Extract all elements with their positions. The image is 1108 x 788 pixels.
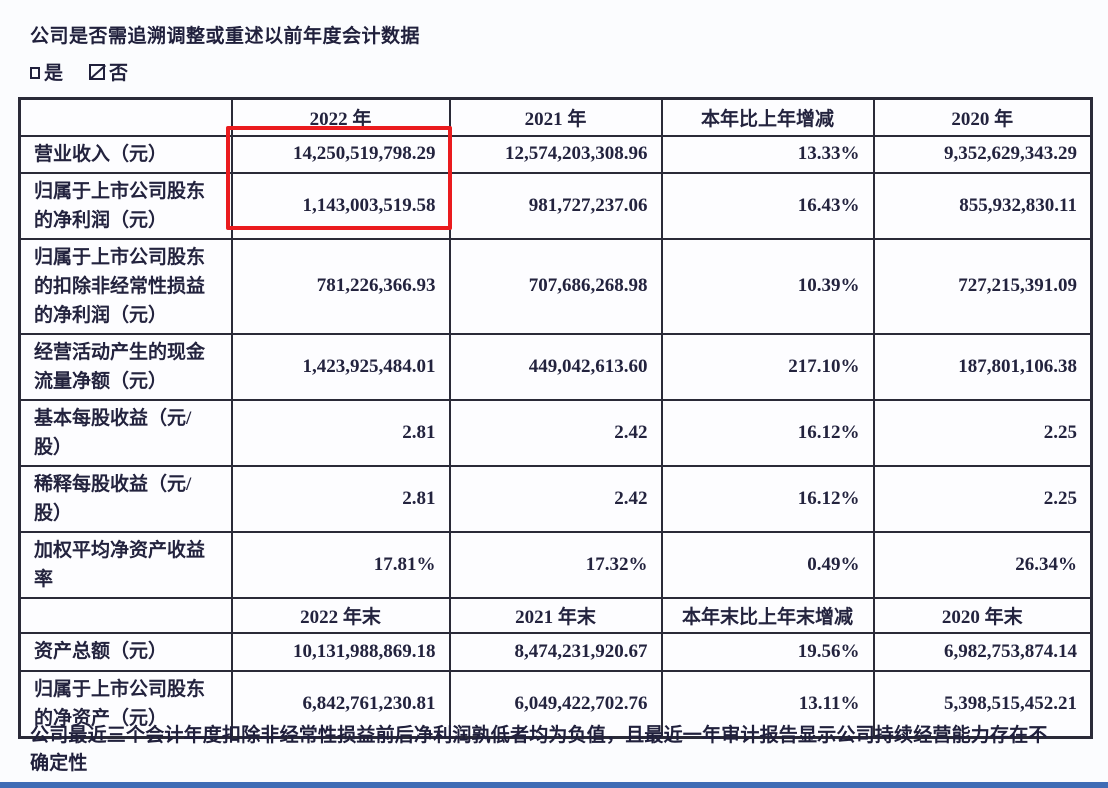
row-label-cell: 营业收入（元） — [18, 134, 233, 174]
header-2020-yearend: 2020 年末 — [872, 596, 1093, 634]
value-2022-cell: 2.81 — [230, 464, 451, 533]
row-label-cell: 归属于上市公司股东的扣除非经常性损益的净利润（元） — [18, 237, 233, 335]
row-net-profit: 归属于上市公司股东的净利润（元） 1,143,003,519.58 981,72… — [18, 171, 1093, 240]
value-2022-cell: 1,143,003,519.58 — [230, 171, 451, 240]
value-2020-cell: 187,801,106.38 — [872, 332, 1093, 401]
value-2020-cell: 727,215,391.09 — [872, 237, 1093, 335]
yes-checkbox-unchecked-icon — [30, 66, 40, 79]
change-cell: 16.12% — [660, 464, 875, 533]
value-2021-cell: 6,049,422,702.76 — [448, 669, 663, 738]
header-yoy-change: 本年比上年增减 — [660, 97, 875, 137]
value-2021-cell: 981,727,237.06 — [448, 171, 663, 240]
change-cell: 16.12% — [660, 398, 875, 467]
header-empty-cell — [18, 596, 233, 634]
row-label-cell: 资产总额（元） — [18, 631, 233, 672]
row-deducted-net-profit: 归属于上市公司股东的扣除非经常性损益的净利润（元） 781,226,366.93… — [18, 237, 1093, 335]
value-2022-cell: 1,423,925,484.01 — [230, 332, 451, 401]
row-total-assets: 资产总额（元） 10,131,988,869.18 8,474,231,920.… — [18, 631, 1093, 672]
value-2020-cell: 5,398,515,452.21 — [872, 669, 1093, 738]
value-2021-cell: 12,574,203,308.96 — [448, 134, 663, 174]
header-yearend-change: 本年末比上年末增减 — [660, 596, 875, 634]
value-2020-cell: 6,982,753,874.14 — [872, 631, 1093, 672]
row-label-cell: 归属于上市公司股东的净资产（元） — [18, 669, 233, 738]
value-2020-cell: 855,932,830.11 — [872, 171, 1093, 240]
change-cell: 0.49% — [660, 530, 875, 599]
row-label-cell: 加权平均净资产收益率 — [18, 530, 233, 599]
option-yes-label: 是 — [44, 63, 64, 84]
value-2020-cell: 2.25 — [872, 464, 1093, 533]
restatement-options: 是 否 — [30, 58, 128, 85]
row-diluted-eps: 稀释每股收益（元/股） 2.81 2.42 16.12% 2.25 — [18, 464, 1093, 533]
option-no: 否 — [89, 58, 128, 85]
change-cell: 217.10% — [660, 332, 875, 401]
value-2021-cell: 17.32% — [448, 530, 663, 599]
value-2021-cell: 2.42 — [448, 398, 663, 467]
header-row-yearend: 2022 年末 2021 年末 本年末比上年末增减 2020 年末 — [18, 596, 1093, 634]
change-cell: 13.33% — [660, 134, 875, 174]
row-net-assets: 归属于上市公司股东的净资产（元） 6,842,761,230.81 6,049,… — [18, 669, 1093, 738]
value-2021-cell: 8,474,231,920.67 — [448, 631, 663, 672]
row-label-cell: 稀释每股收益（元/股） — [18, 464, 233, 533]
financial-summary-table: 2022 年 2021 年 本年比上年增减 2020 年 营业收入（元） 14,… — [18, 97, 1093, 739]
change-cell: 19.56% — [660, 631, 875, 672]
row-operating-cash-flow: 经营活动产生的现金流量净额（元） 1,423,925,484.01 449,04… — [18, 332, 1093, 401]
option-no-label: 否 — [109, 63, 129, 84]
header-2020: 2020 年 — [872, 97, 1093, 137]
row-label-cell: 归属于上市公司股东的净利润（元） — [18, 171, 233, 240]
row-label-cell: 基本每股收益（元/股） — [18, 398, 233, 467]
header-empty-cell — [18, 97, 233, 137]
restatement-question-text: 公司是否需追溯调整或重述以前年度会计数据 — [30, 26, 421, 47]
value-2021-cell: 2.42 — [448, 464, 663, 533]
going-concern-footnote: 公司最近三个会计年度扣除非经常性损益前后净利润孰低者均为负值，且最近一年审计报告… — [30, 725, 1048, 774]
change-cell: 16.43% — [660, 171, 875, 240]
value-2021-cell: 449,042,613.60 — [448, 332, 663, 401]
value-2020-cell: 26.34% — [872, 530, 1093, 599]
value-2022-cell: 17.81% — [230, 530, 451, 599]
value-2021-cell: 707,686,268.98 — [448, 237, 663, 335]
header-2022-yearend: 2022 年末 — [230, 596, 451, 634]
value-2022-cell: 781,226,366.93 — [230, 237, 451, 335]
bottom-accent-bar — [0, 782, 1108, 788]
header-2021-yearend: 2021 年末 — [448, 596, 663, 634]
value-2022-cell: 14,250,519,798.29 — [230, 134, 451, 174]
value-2022-cell: 10,131,988,869.18 — [230, 631, 451, 672]
row-label-cell: 经营活动产生的现金流量净额（元） — [18, 332, 233, 401]
header-row-annual: 2022 年 2021 年 本年比上年增减 2020 年 — [18, 97, 1093, 137]
value-2022-cell: 2.81 — [230, 398, 451, 467]
row-revenue: 营业收入（元） 14,250,519,798.29 12,574,203,308… — [18, 134, 1093, 174]
change-cell: 10.39% — [660, 237, 875, 335]
row-weighted-avg-roe: 加权平均净资产收益率 17.81% 17.32% 0.49% 26.34% — [18, 530, 1093, 599]
value-2020-cell: 9,352,629,343.29 — [872, 134, 1093, 174]
row-basic-eps: 基本每股收益（元/股） 2.81 2.42 16.12% 2.25 — [18, 398, 1093, 467]
option-yes: 是 — [30, 58, 63, 85]
no-checkbox-checked-icon — [89, 63, 106, 80]
header-2022: 2022 年 — [230, 97, 451, 137]
header-2021: 2021 年 — [448, 97, 663, 137]
change-cell: 13.11% — [660, 669, 875, 738]
value-2022-cell: 6,842,761,230.81 — [230, 669, 451, 738]
value-2020-cell: 2.25 — [872, 398, 1093, 467]
